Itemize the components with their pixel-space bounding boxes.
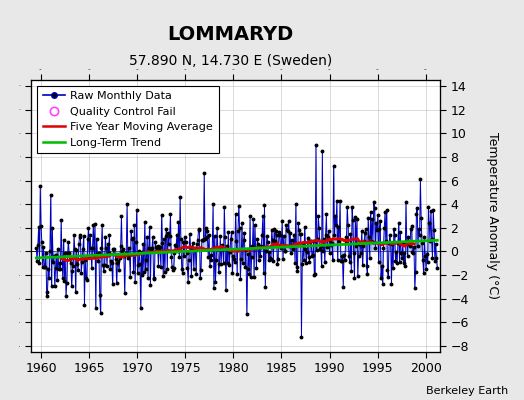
Legend: Raw Monthly Data, Quality Control Fail, Five Year Moving Average, Long-Term Tren: Raw Monthly Data, Quality Control Fail, … — [37, 86, 219, 153]
Text: LOMMARYD: LOMMARYD — [168, 25, 293, 44]
Text: 57.890 N, 14.730 E (Sweden): 57.890 N, 14.730 E (Sweden) — [129, 54, 332, 68]
Y-axis label: Temperature Anomaly (°C): Temperature Anomaly (°C) — [486, 132, 499, 300]
Text: Berkeley Earth: Berkeley Earth — [426, 386, 508, 396]
